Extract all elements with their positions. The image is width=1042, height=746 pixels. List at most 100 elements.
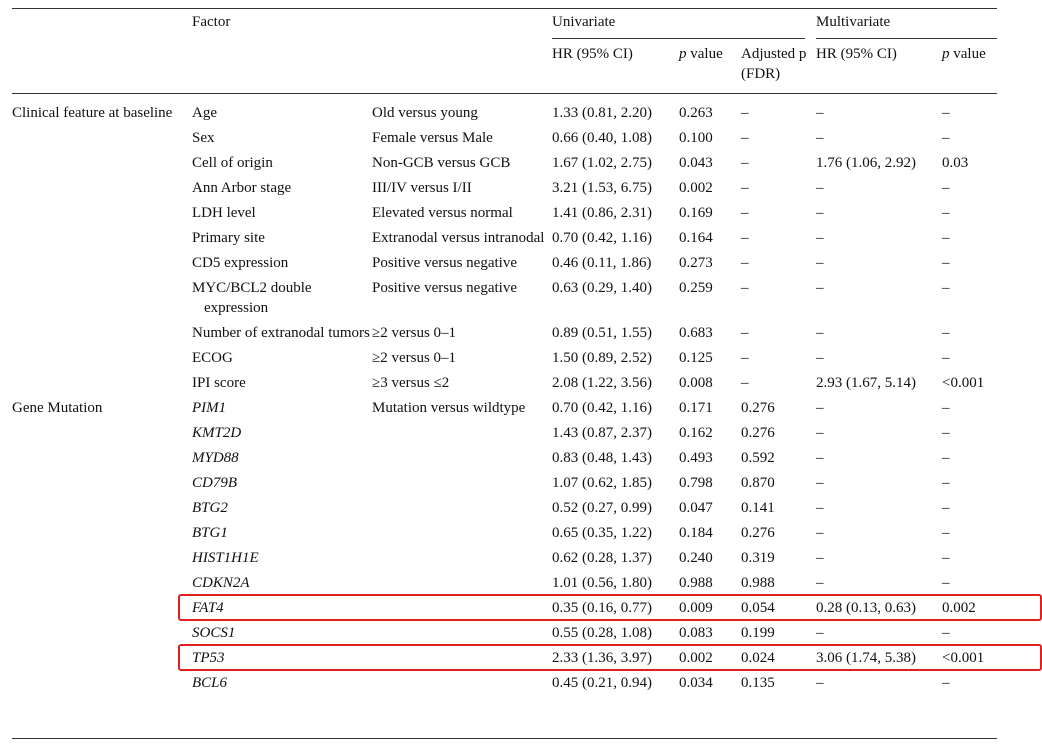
cell: –	[741, 279, 749, 296]
cell: –	[942, 524, 950, 541]
cell: 0.03	[942, 154, 969, 171]
cell: 0.034	[679, 674, 713, 691]
cell: 0.592	[741, 449, 775, 466]
cell	[372, 448, 552, 468]
group-label	[12, 548, 192, 568]
cell: 0.135	[741, 674, 775, 691]
cell: 0.009	[679, 599, 713, 616]
group-label: Gene Mutation	[12, 399, 103, 416]
cell: –	[816, 129, 824, 146]
cell: 0.46 (0.11, 1.86)	[552, 254, 652, 271]
table-row: Number of extranodal tumors ≥2 versus 0–1…	[0, 320, 1042, 345]
cell: BTG2	[192, 499, 228, 516]
cell: 0.164	[679, 229, 713, 246]
group-label	[12, 648, 192, 668]
cell: 0.70 (0.42, 1.16)	[552, 229, 652, 246]
group-label	[12, 178, 192, 198]
table-row: CDKN2A 1.01 (0.56, 1.80) 0.988 0.988 – –	[0, 570, 1042, 595]
cell: Mutation versus wildtype	[372, 399, 526, 416]
table-row: KMT2D 1.43 (0.87, 2.37) 0.162 0.276 – –	[0, 420, 1042, 445]
group-label	[12, 348, 192, 368]
table-row: ECOG ≥2 versus 0–1 1.50 (0.89, 2.52) 0.125 –…	[0, 345, 1042, 370]
cell: 0.184	[679, 524, 713, 541]
cell: 0.002	[679, 649, 713, 666]
cell: 0.199	[741, 624, 775, 641]
cell: PIM1	[192, 399, 227, 416]
rule	[816, 38, 997, 39]
cell	[372, 523, 552, 543]
cell: 0.276	[741, 424, 775, 441]
cell: –	[942, 279, 950, 296]
cell: –	[741, 154, 749, 171]
cell: –	[741, 349, 749, 366]
cell: 1.33 (0.81, 2.20)	[552, 104, 652, 121]
cell: –	[816, 574, 824, 591]
table-row: LDH level Elevated versus normal 1.41 (0.8…	[0, 200, 1042, 225]
cell: –	[942, 624, 950, 641]
cell: Positive versus negative	[372, 279, 517, 296]
cell: 0.83 (0.48, 1.43)	[552, 449, 652, 466]
cell: Non-GCB versus GCB	[372, 154, 511, 171]
cell: 0.52 (0.27, 0.99)	[552, 499, 652, 516]
rule	[12, 738, 997, 739]
table-row: FAT4 0.35 (0.16, 0.77) 0.009 0.054 0.28 (0.1…	[0, 594, 1042, 621]
table-row: Cell of origin Non-GCB versus GCB 1.67 (1.…	[0, 150, 1042, 175]
group-label	[12, 523, 192, 543]
cell: III/IV versus I/II	[372, 179, 472, 196]
group-label	[12, 153, 192, 173]
cell: –	[816, 624, 824, 641]
cell: 0.162	[679, 424, 713, 441]
cell: –	[741, 204, 749, 221]
table-row: Ann Arbor stage III/IV versus I/II 3.21 (1…	[0, 175, 1042, 200]
cell: –	[741, 374, 749, 391]
cell: LDH level	[192, 204, 256, 221]
table-row: HIST1H1E 0.62 (0.28, 1.37) 0.240 0.319 – –	[0, 545, 1042, 570]
cell: –	[816, 279, 824, 296]
group-label	[12, 473, 192, 493]
cell: –	[816, 499, 824, 516]
cell: –	[942, 499, 950, 516]
cell	[372, 623, 552, 643]
cell: 0.65 (0.35, 1.22)	[552, 524, 652, 541]
cell: 0.259	[679, 279, 713, 296]
cell: 0.024	[741, 649, 775, 666]
cell: 1.01 (0.56, 1.80)	[552, 574, 652, 591]
header: p value	[679, 46, 723, 62]
header: HR (95% CI)	[552, 46, 633, 62]
group-label	[12, 373, 192, 393]
group-label	[12, 128, 192, 148]
cell	[372, 423, 552, 443]
cell	[372, 498, 552, 518]
cell: IPI score	[192, 374, 246, 391]
cell: Old versus young	[372, 104, 478, 121]
cell: –	[741, 104, 749, 121]
table-row: BTG1 0.65 (0.35, 1.22) 0.184 0.276 – –	[0, 520, 1042, 545]
cell: –	[816, 229, 824, 246]
cell: –	[942, 674, 950, 691]
cell: 0.28 (0.13, 0.63)	[816, 599, 916, 616]
cell: MYD88	[192, 449, 239, 466]
cell: 0.63 (0.29, 1.40)	[552, 279, 652, 296]
cell: BCL6	[192, 674, 228, 691]
table-row: Gene Mutation PIM1 Mutation versus wildtyp…	[0, 395, 1042, 420]
group-label	[12, 573, 192, 593]
header: Univariate	[552, 14, 616, 30]
cell: 0.276	[741, 524, 775, 541]
cell: –	[942, 574, 950, 591]
cell: –	[942, 349, 950, 366]
header: Factor	[192, 14, 231, 30]
cell	[372, 673, 552, 693]
cell: Sex	[192, 129, 215, 146]
cell: 0.263	[679, 104, 713, 121]
cell: Positive versus negative	[372, 254, 517, 271]
cell: –	[942, 204, 950, 221]
rule	[12, 93, 997, 94]
cell: 0.89 (0.51, 1.55)	[552, 324, 652, 341]
cell: <0.001	[942, 374, 985, 391]
cell: –	[816, 674, 824, 691]
cell: Elevated versus normal	[372, 204, 513, 221]
cell: HIST1H1E	[192, 549, 259, 566]
cell: 1.67 (1.02, 2.75)	[552, 154, 652, 171]
cell: ≥2 versus 0–1	[372, 349, 457, 366]
